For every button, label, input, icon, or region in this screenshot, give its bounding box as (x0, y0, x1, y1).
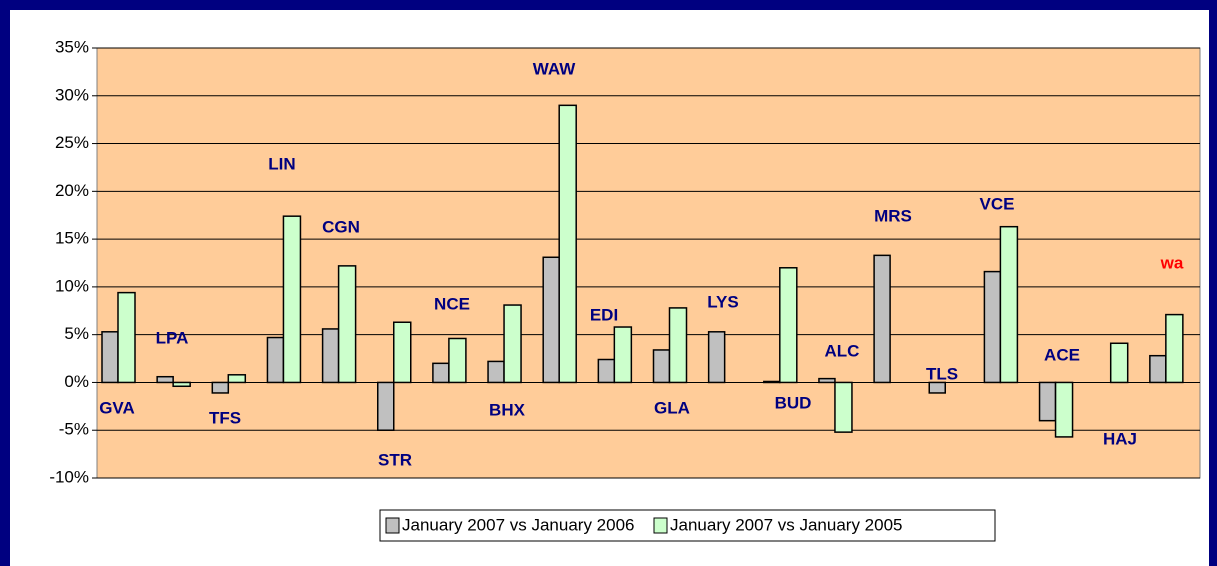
category-label: BUD (775, 393, 812, 412)
bar (873, 254, 891, 384)
category-label: HAJ (1103, 429, 1137, 448)
bar (1149, 354, 1167, 384)
bar (337, 265, 357, 384)
bar (613, 326, 633, 384)
category-label: GLA (654, 398, 690, 417)
category-label: NCE (434, 294, 470, 313)
category-label: wa (1160, 253, 1184, 272)
bar (503, 304, 522, 384)
category-label: CGN (322, 217, 360, 236)
category-label: EDI (590, 305, 618, 324)
category-label: GVA (99, 398, 135, 417)
bar (266, 336, 285, 384)
bar (227, 374, 247, 384)
bar (928, 381, 946, 394)
bar (282, 215, 302, 384)
category-label: LIN (268, 154, 295, 173)
y-tick-label: 0% (64, 372, 89, 391)
bar (1165, 313, 1184, 384)
category-label: MRS (874, 206, 912, 225)
y-tick-label: 10% (55, 276, 89, 295)
y-tick-label: 25% (55, 133, 89, 152)
legend-box (379, 509, 996, 542)
bar (117, 291, 136, 384)
bar (707, 331, 726, 384)
category-label: ACE (1044, 345, 1080, 364)
bar (999, 225, 1019, 384)
category-label: ALC (825, 341, 860, 360)
category-label: VCE (980, 194, 1015, 213)
bar (834, 381, 853, 433)
category-label: LPA (156, 328, 189, 347)
y-tick-label: -5% (59, 420, 89, 439)
bar (321, 328, 340, 384)
bar (1038, 381, 1057, 422)
legend-label: January 2007 vs January 2006 (402, 515, 635, 534)
category-label: LYS (707, 292, 739, 311)
y-tick-label: 5% (64, 324, 89, 343)
bar (432, 362, 450, 384)
bar (487, 360, 505, 384)
bar (172, 381, 191, 388)
y-tick-label: 15% (55, 229, 89, 248)
y-tick-label: 35% (55, 37, 89, 56)
legend-swatch (385, 517, 400, 534)
bar (779, 267, 798, 384)
category-label: WAW (533, 59, 576, 78)
bar (542, 256, 560, 384)
legend-swatch (653, 517, 668, 534)
y-tick-label: 30% (55, 85, 89, 104)
bar (652, 349, 671, 384)
category-label: BHX (489, 400, 526, 419)
category-label: TFS (209, 408, 241, 427)
plot-area (96, 47, 1201, 479)
bar (763, 380, 781, 384)
bar (156, 375, 174, 384)
bar (668, 307, 688, 384)
bar (597, 358, 616, 384)
bar (377, 381, 395, 431)
category-label: TLS (926, 364, 958, 383)
y-tick-label: -10% (49, 467, 89, 486)
bar (558, 104, 577, 384)
bar (211, 381, 230, 394)
bar (818, 377, 836, 384)
bar (983, 270, 1002, 384)
bar (448, 337, 467, 384)
bar (1109, 342, 1129, 384)
bar (101, 331, 119, 384)
bar (393, 321, 412, 384)
y-tick-label: 20% (55, 181, 89, 200)
category-label: STR (378, 450, 412, 469)
bar (1054, 381, 1074, 438)
legend-label: January 2007 vs January 2005 (670, 515, 903, 534)
